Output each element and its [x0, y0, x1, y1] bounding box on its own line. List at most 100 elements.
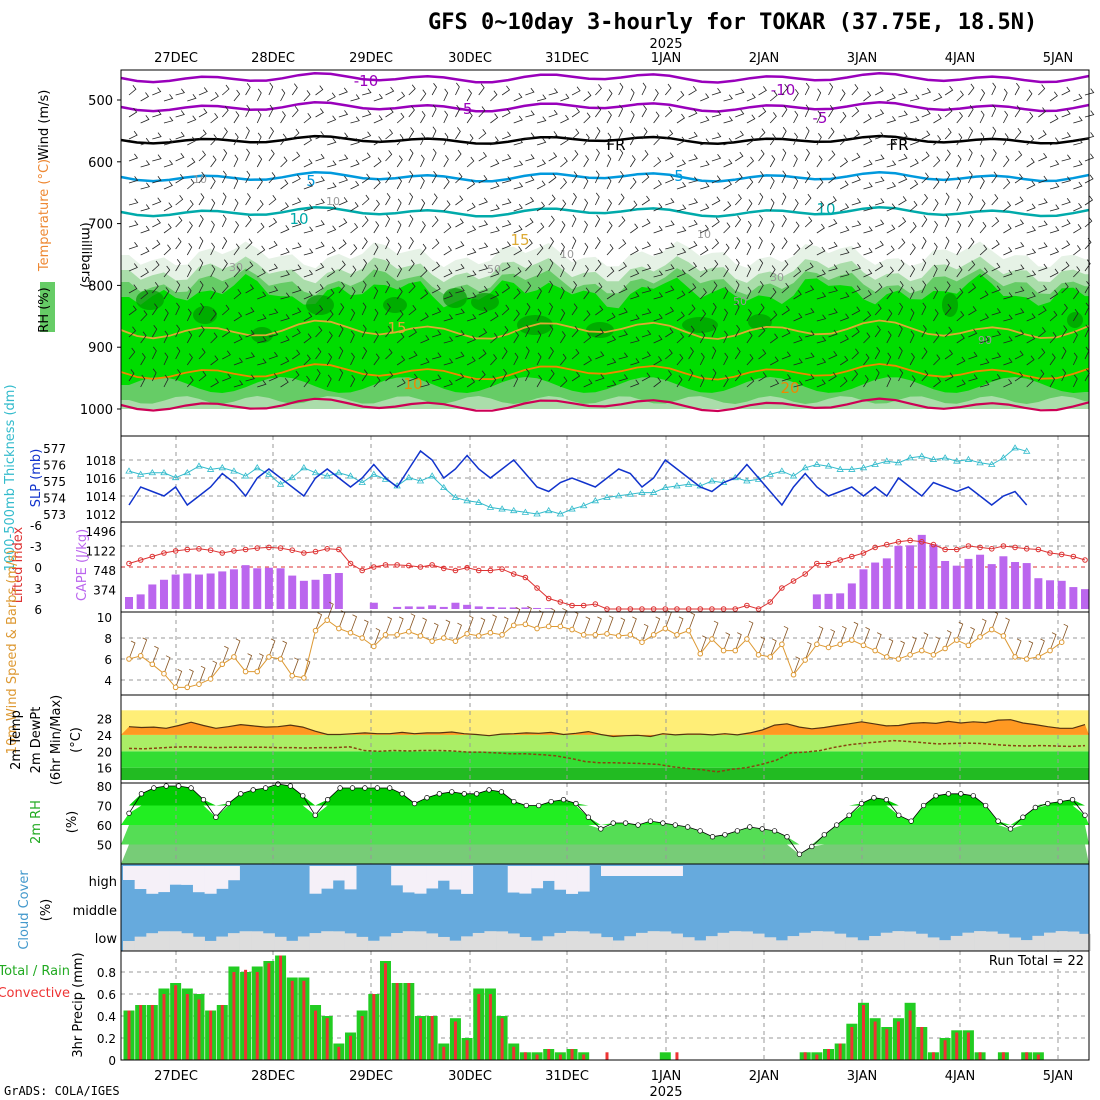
precip-convective-bar [453, 1021, 457, 1060]
cloud-high-gap [612, 866, 625, 876]
lifted-index-point [522, 574, 529, 581]
wind-barb [886, 181, 897, 190]
wind-barb [443, 291, 453, 300]
rh-contour-label: 50 [733, 295, 747, 308]
wind10-point [499, 632, 505, 638]
wind-barb [991, 262, 1001, 272]
wind-barb [210, 220, 215, 234]
wind10-point [359, 635, 365, 641]
wind-barb [140, 331, 147, 344]
wind-barb [793, 290, 802, 300]
wind-barb [466, 270, 477, 278]
wind-barb [525, 154, 535, 162]
wind-barb [1014, 308, 1025, 316]
wind-barb [793, 132, 798, 146]
wind-barb [152, 239, 161, 250]
wind-barb [1073, 287, 1080, 300]
lifted-index-point [907, 537, 913, 544]
wind10-point [569, 626, 575, 633]
precip-tick-label: 0 [108, 1054, 116, 1068]
rh2m-point [523, 802, 529, 809]
wind-barb [630, 200, 638, 212]
cape-bar [1034, 578, 1043, 609]
wind-barb [781, 351, 791, 360]
wind-barb [571, 236, 577, 250]
thickness-point [498, 505, 506, 512]
wind10-barb [944, 630, 952, 649]
cloud-low-fill [775, 940, 788, 951]
wind-barb [583, 176, 589, 190]
wind-barb [373, 331, 379, 344]
wind-barb [198, 129, 207, 140]
wind-barb [583, 112, 591, 124]
cape-bar [941, 560, 950, 609]
wind-barb [221, 148, 228, 162]
cape-bar [521, 607, 530, 609]
wind-barb [350, 138, 360, 146]
wind-barb [455, 372, 465, 382]
wind-barb [711, 132, 722, 140]
wind-barb [723, 375, 729, 388]
thickness-point [241, 472, 250, 479]
wind-barb [338, 303, 345, 316]
wind-barb [641, 172, 650, 184]
wind-barb [361, 369, 368, 382]
wind-barb [536, 94, 547, 102]
lifted-index-point [1058, 551, 1065, 558]
wind-barb [735, 109, 745, 118]
cape-tick-label: 1122 [85, 544, 116, 558]
wind-barb [746, 177, 754, 190]
wind-barb [338, 281, 345, 294]
wind-barb [653, 356, 663, 366]
cloud-high-gap [227, 866, 240, 881]
wind-barb [571, 149, 579, 162]
wind-barb [746, 264, 752, 278]
wind-barb [629, 110, 635, 124]
wind-barb [1049, 353, 1056, 366]
wind-barb [198, 87, 208, 96]
wind10-point [149, 661, 156, 668]
wind-barb [665, 129, 674, 140]
wind10-point [977, 634, 983, 640]
wind-barb [408, 148, 414, 162]
wind-barb [490, 332, 498, 344]
wind-barb [490, 248, 500, 256]
thickness-point [556, 510, 565, 517]
rh2m-point [498, 789, 505, 795]
wind-barb [886, 160, 897, 168]
wind-barb [221, 214, 227, 228]
wind10-point [196, 681, 202, 688]
wind-barb [501, 154, 512, 162]
wind-barb [303, 113, 312, 124]
rh2m-point [337, 785, 343, 791]
lifted-index-point [1000, 543, 1007, 549]
wind-barb [163, 287, 170, 300]
wind-barb [1026, 334, 1036, 344]
wind-barb [664, 370, 672, 382]
wind-barb [851, 106, 860, 118]
wind-barb [805, 307, 815, 316]
wind-barb [338, 346, 344, 360]
wind-barb [653, 111, 660, 124]
wind-barb [396, 220, 402, 234]
wind10-barb [1014, 638, 1022, 658]
rh2m-point [176, 783, 182, 789]
cape-bar [299, 580, 308, 609]
wind-barb [979, 88, 986, 102]
cape-bar [334, 572, 343, 609]
wind-barb [186, 353, 193, 366]
cloud-low-fill [437, 936, 450, 951]
wind-barb [571, 107, 580, 118]
wind-barb [863, 332, 871, 344]
wind-barb [1014, 371, 1024, 382]
cloud-low-fill [857, 940, 870, 951]
wind-barb [1061, 132, 1071, 140]
run-total-label: Run Total = 22 [989, 954, 1084, 969]
wind-barb [665, 285, 675, 294]
wind-barb [968, 105, 974, 118]
wind10-point [312, 627, 319, 634]
wind-barb [1084, 88, 1095, 96]
thickness-point [906, 454, 914, 461]
wind-barb [793, 335, 803, 344]
cloud-low-fill [635, 932, 648, 951]
